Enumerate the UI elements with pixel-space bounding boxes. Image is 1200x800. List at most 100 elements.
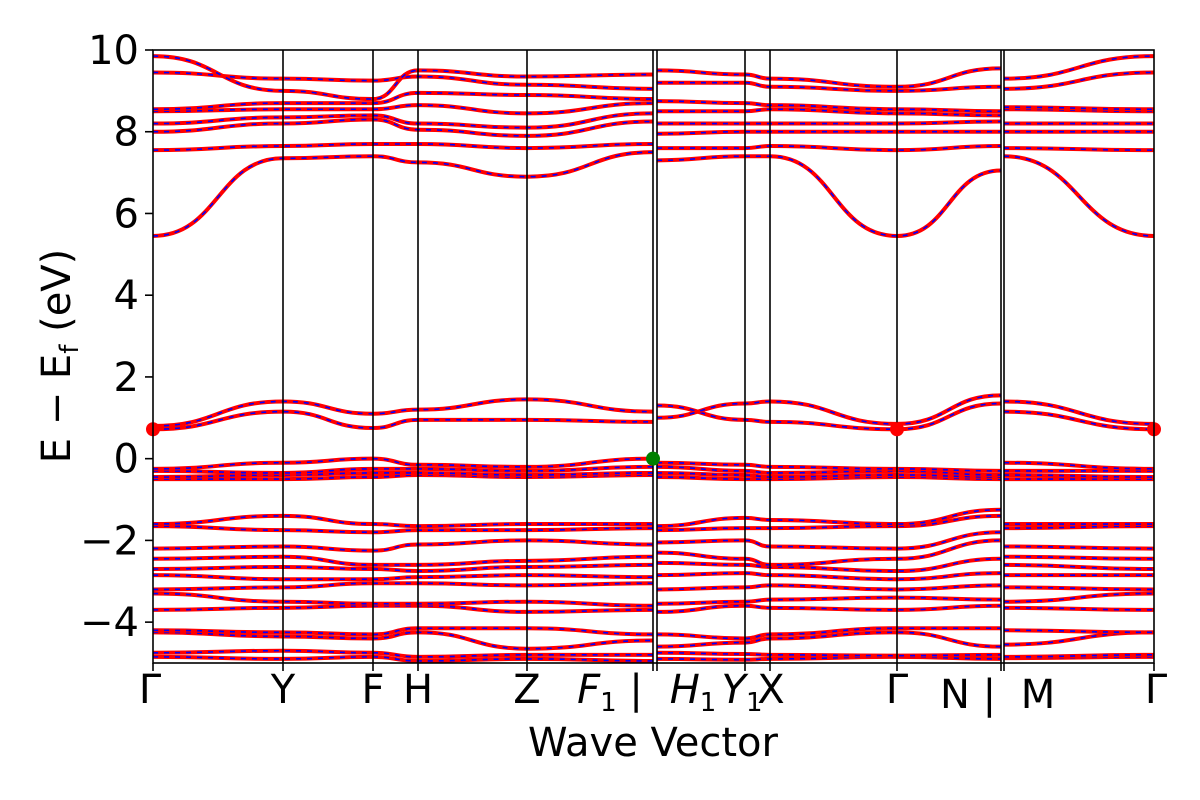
band-12-segment-0 [153, 513, 653, 529]
band-23-overlay-0 [153, 102, 654, 115]
band-20-overlay-0 [153, 143, 654, 151]
band-6-overlay-1 [656, 584, 1002, 591]
band-15-overlay-0 [153, 466, 654, 474]
x-tick-label: Y [270, 667, 296, 713]
x-tick-label: F [361, 667, 384, 713]
band-23-overlay-2 [1003, 108, 1154, 113]
band-1-segment-0 [153, 648, 653, 659]
band-23-overlay-1 [657, 108, 1002, 117]
y-tick-label: 0 [114, 437, 139, 483]
band-5-overlay-2 [1003, 592, 1154, 603]
y-tick-label: 4 [114, 273, 139, 319]
band-25-overlay-2 [1003, 71, 1154, 90]
x-tick-label: Y1 [722, 667, 763, 718]
x-tick-label: N | [940, 672, 996, 718]
band-19-segment-2 [1003, 154, 1154, 238]
y-tick-label: −2 [80, 518, 139, 564]
x-tick-label: Z [513, 667, 540, 713]
band-10-segment-1 [656, 530, 1002, 551]
band-0-segment-1 [656, 654, 1002, 662]
band-18-overlay-2 [1003, 400, 1154, 425]
band-5-overlay-0 [153, 592, 654, 607]
x-tick-label: M [1021, 672, 1056, 718]
band-20-segment-0 [153, 141, 654, 153]
band-6-overlay-0 [153, 582, 654, 591]
band-26-segment-1 [656, 66, 1002, 89]
band-26-overlay-0 [153, 55, 654, 100]
band-0-overlay-1 [656, 656, 1002, 661]
band-5-segment-2 [1003, 591, 1154, 604]
band-22-segment-1 [657, 119, 1002, 126]
x-tick-label: F1 | [577, 667, 643, 718]
band-24-overlay-1 [656, 100, 1002, 113]
x-axis-title: Wave Vector [528, 720, 779, 766]
band-14-overlay-1 [656, 472, 1002, 478]
band-15-overlay-1 [656, 466, 1002, 476]
band-3-overlay-1 [656, 627, 1001, 640]
band-18-overlay-0 [153, 398, 654, 427]
band-1-overlay-0 [153, 649, 653, 658]
band-22-overlay-0 [153, 112, 654, 129]
band-14-overlay-0 [153, 472, 654, 478]
band-10-overlay-2 [1003, 545, 1154, 550]
band-11-overlay-1 [656, 515, 1002, 531]
vbm-marker [646, 451, 660, 466]
band-25-overlay-1 [657, 81, 1002, 92]
y-axis-title: E − Ef (eV) [34, 249, 85, 464]
band-21-segment-1 [656, 129, 1001, 136]
band-9-segment-1 [656, 538, 1002, 567]
band-13-overlay-0 [153, 474, 654, 480]
band-9-overlay-2 [1003, 555, 1154, 560]
high-symmetry-lines [282, 50, 1005, 663]
x-tick-label: H1 [670, 667, 717, 718]
x-tick-label: H [403, 667, 433, 713]
band-11-overlay-0 [153, 525, 654, 534]
band-10-overlay-1 [656, 531, 1002, 550]
x-tick-label: Γ [886, 667, 909, 713]
band-6-segment-1 [656, 583, 1002, 592]
band-7-overlay-1 [656, 572, 1002, 581]
band-12-segment-1 [656, 507, 1002, 529]
y-tick-label: 8 [114, 110, 139, 156]
band-5-segment-0 [153, 591, 654, 608]
band-22-overlay-1 [657, 120, 1002, 125]
band-1-overlay-2 [1003, 654, 1154, 658]
x-tick-label: Γ [139, 667, 162, 713]
band-4-overlay-0 [153, 604, 654, 613]
band-9-overlay-0 [153, 555, 654, 566]
band-21-overlay-0 [153, 118, 654, 137]
band-20-segment-1 [657, 144, 1002, 153]
y-tick-label: −4 [80, 600, 139, 646]
band-17-overlay-1 [656, 402, 1002, 431]
band-17-overlay-2 [1003, 410, 1154, 431]
band-19-overlay-2 [1003, 155, 1154, 237]
band-10-overlay-0 [153, 539, 654, 552]
band-16-overlay-0 [153, 457, 654, 470]
band-24-overlay-0 [153, 92, 654, 111]
band-24-overlay-2 [1003, 106, 1154, 111]
band-19-overlay-0 [153, 151, 654, 237]
band-11-overlay-2 [1003, 525, 1154, 529]
band-17-overlay-0 [153, 410, 654, 431]
band-2-segment-0 [153, 630, 654, 651]
band-16-overlay-1 [656, 461, 1002, 472]
band-16-overlay-2 [1003, 461, 1154, 470]
y-axis-ticks: 10 8 6 4 2 0 −2 −4 [80, 28, 153, 646]
band-12-overlay-1 [656, 508, 1002, 527]
band-7-segment-1 [656, 571, 1002, 582]
band-19-overlay-1 [656, 155, 1002, 237]
band-7-overlay-0 [153, 574, 654, 581]
band-21-overlay-1 [656, 130, 1001, 135]
band-2-segment-1 [656, 630, 1002, 649]
y-tick-label: 6 [114, 191, 139, 237]
x-tick-label: Γ [1145, 667, 1168, 713]
x-axis-ticks: Γ Y F H Z F1 | H1 Y1X Γ N | M Γ [139, 663, 1168, 718]
band-10-segment-0 [153, 538, 654, 553]
band-5-overlay-1 [656, 596, 1002, 605]
band-8-overlay-0 [153, 564, 654, 572]
band-25-overlay-0 [153, 71, 654, 90]
band-4-segment-0 [153, 603, 654, 614]
cbm-marker-1 [890, 422, 904, 437]
x-tick-label: X [757, 667, 784, 713]
